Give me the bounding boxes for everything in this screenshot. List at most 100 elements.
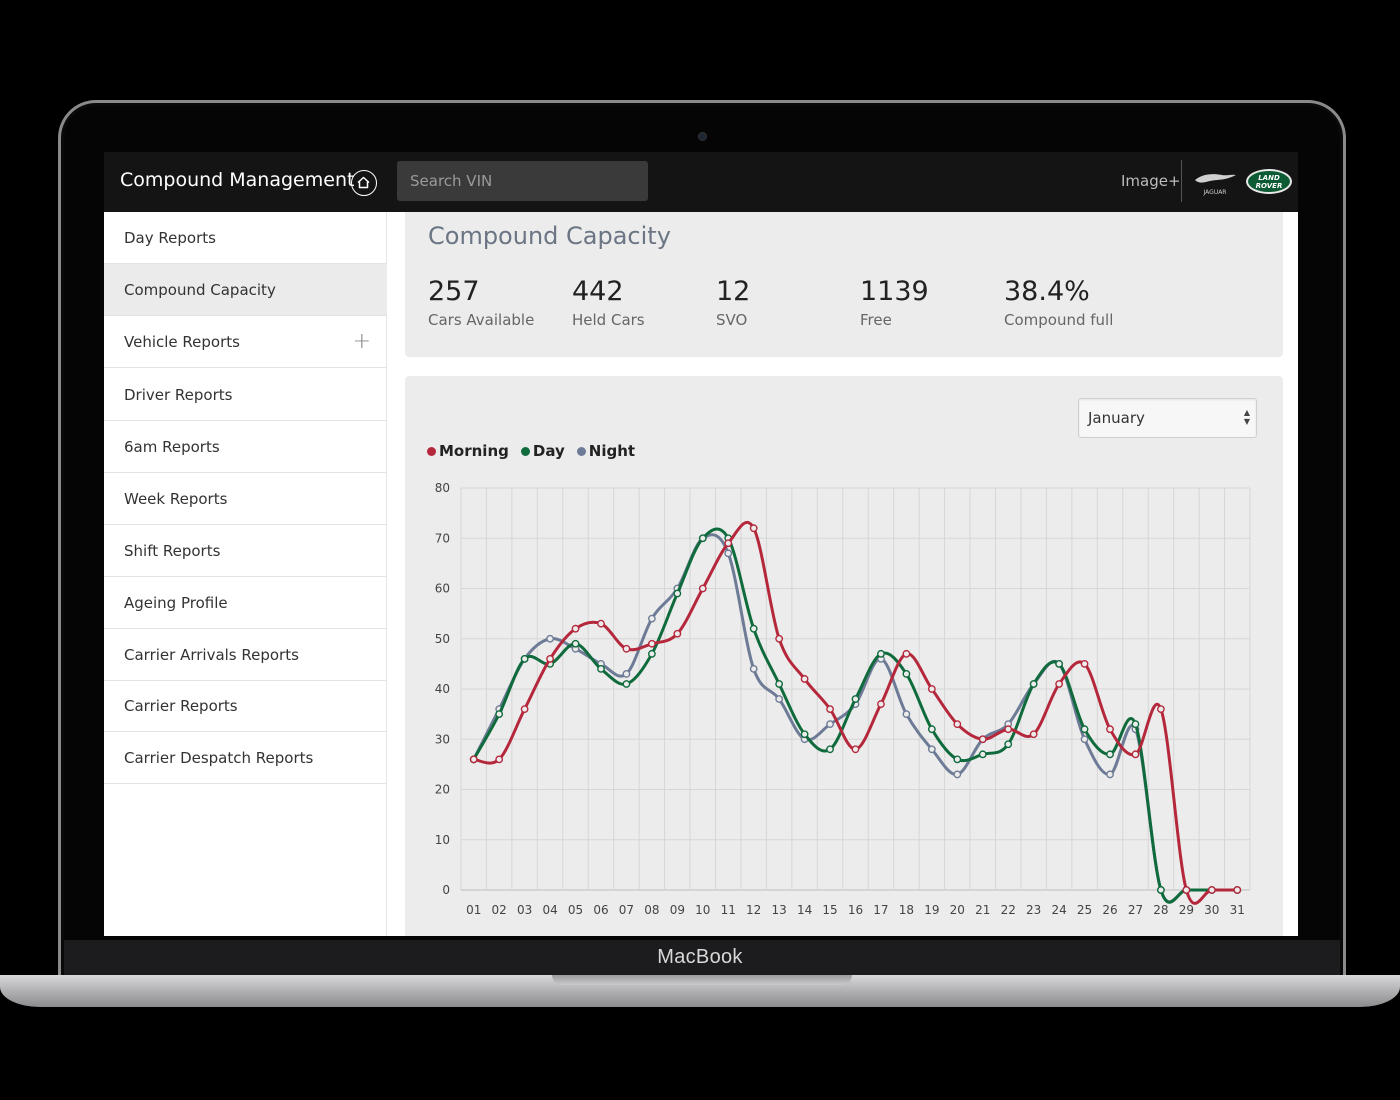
webcam [698,132,707,141]
data-point-morning [1029,730,1038,739]
data-point-day [1004,740,1013,749]
y-tick-label: 0 [442,883,450,897]
x-tick-label: 11 [721,903,736,917]
legend-item-morning[interactable]: Morning [427,442,509,460]
data-point-day [826,745,834,754]
svg-text:JAGUAR: JAGUAR [1203,189,1227,196]
x-tick-label: 09 [670,903,685,917]
data-point-day [1131,720,1140,729]
data-point-day [1055,659,1064,668]
x-tick-label: 28 [1153,903,1168,917]
data-point-morning [927,685,936,693]
data-point-morning [546,654,554,663]
y-tick-label: 50 [435,632,450,646]
stat-compound-full: 38.4% Compound full [1004,276,1113,329]
sidebar-item-driver-reports[interactable]: Driver Reports [104,369,387,421]
stat-value: 12 [716,276,751,307]
data-point-day [622,680,631,688]
data-point-morning [520,705,529,713]
y-tick-label: 70 [435,531,450,545]
series-line-morning [473,520,1238,905]
sidebar-item-carrier-arrivals-reports[interactable]: Carrier Arrivals Reports [104,629,387,681]
expand-plus-icon[interactable]: + [352,329,371,354]
stat-held-cars: 442 Held Cars [572,276,645,329]
capacity-chart-card: January ▲ ▼ Morning Day Night 0 10 20 30 40 50… [405,376,1283,936]
data-point-morning [851,745,860,754]
data-point-morning [597,619,605,628]
laptop-notch [552,975,852,985]
data-point-day [1157,886,1165,894]
sidebar-item-day-reports[interactable]: Day Reports [104,212,387,264]
series-line-day [472,527,1238,904]
data-point-night [953,770,962,779]
legend-item-day[interactable]: Day [520,442,565,460]
x-tick-label: 17 [873,903,888,917]
home-icon[interactable] [351,170,377,196]
sidebar-item-ageing-profile[interactable]: Ageing Profile [104,577,387,629]
data-point-day [698,534,707,543]
x-tick-label: 15 [822,903,837,917]
data-point-morning [1131,750,1140,759]
sidebar-item-week-reports[interactable]: Week Reports [104,473,387,525]
data-point-morning [749,524,758,533]
data-point-night [902,710,911,719]
data-point-morning [622,644,631,653]
x-tick-label: 02 [492,903,507,917]
sidebar-item-carrier-despatch-reports[interactable]: Carrier Despatch Reports [104,732,387,784]
data-point-morning [877,700,885,708]
header-divider [1181,160,1182,202]
x-tick-label: 27 [1128,903,1143,917]
stat-value: 442 [572,276,624,307]
data-point-night [749,664,758,673]
data-point-day [800,730,809,739]
x-tick-label: 08 [644,903,659,917]
y-tick-label: 30 [435,732,450,746]
data-point-day [1080,725,1089,734]
stat-value: 1139 [860,276,929,307]
sidebar-item-compound-capacity[interactable]: Compound Capacity [104,264,387,316]
sidebar-item-6am-reports[interactable]: 6am Reports [104,421,387,473]
data-point-morning [953,720,962,729]
data-point-night [826,720,834,729]
sidebar-item-carrier-reports[interactable]: Carrier Reports [104,680,387,732]
data-point-day [953,755,962,764]
x-tick-label: 13 [772,903,787,917]
stat-label: Free [860,311,892,329]
data-point-morning [1106,725,1114,734]
data-point-morning [902,649,911,658]
data-point-morning [800,675,809,683]
data-point-night [927,745,936,754]
image-plus-link[interactable]: Image+ [1121,172,1181,190]
data-point-day [647,649,656,658]
x-tick-label: 06 [593,903,608,917]
data-point-day [495,710,504,719]
app-title[interactable]: Compound Management [120,169,355,191]
month-select-value: January [1088,409,1145,427]
x-tick-label: 03 [517,903,532,917]
x-tick-label: 12 [746,903,761,917]
x-tick-label: 29 [1179,903,1194,917]
data-point-night [1106,770,1114,779]
data-point-morning [775,634,784,643]
jaguar-logo: JAGUAR [1192,166,1238,196]
laptop-chin [64,940,1340,976]
data-point-morning [826,705,834,713]
x-tick-label: 04 [542,903,557,917]
stat-value: 38.4% [1004,276,1090,307]
sidebar-item-vehicle-reports[interactable]: Vehicle Reports + [104,316,387,368]
month-select[interactable]: January ▲ ▼ [1078,398,1257,438]
legend-item-night[interactable]: Night [576,442,635,460]
select-arrows-icon: ▲ ▼ [1243,408,1250,426]
search-vin-input[interactable] [397,161,648,201]
data-point-morning [571,624,580,633]
x-tick-label: 31 [1230,903,1245,917]
x-tick-label: 30 [1204,903,1219,917]
sidebar-item-shift-reports[interactable]: Shift Reports [104,525,387,577]
x-tick-label: 05 [568,903,583,917]
capacity-stats-card: Compound Capacity 257 Cars Available 442… [405,212,1283,357]
data-point-night [647,614,656,623]
top-navbar: Compound Management Image+ JAGUAR LANDRO… [104,152,1298,212]
data-point-day [520,654,529,663]
data-point-day [927,725,936,734]
